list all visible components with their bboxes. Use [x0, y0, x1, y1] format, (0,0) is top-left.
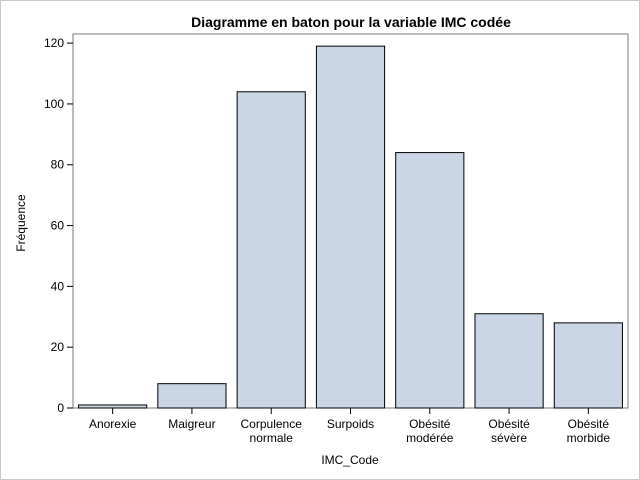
bar	[553, 322, 623, 409]
y-tick-label: 20	[51, 340, 65, 354]
y-axis: 0 20 40 60 80 100 120	[44, 36, 73, 415]
x-tick-label: Maigreur	[168, 417, 215, 431]
y-tick-label: 0	[57, 401, 64, 415]
x-tick-label: Surpoids	[327, 417, 374, 431]
x-tick-label: Corpulence normale	[241, 417, 303, 445]
y-tick-label: 60	[51, 219, 65, 233]
x-axis-label: IMC_Code	[321, 453, 379, 467]
y-tick-label: 120	[44, 36, 64, 50]
bar	[157, 383, 227, 409]
y-axis-label: Fréquence	[14, 194, 28, 252]
chart-title: Diagramme en baton pour la variable IMC …	[191, 14, 511, 30]
y-tick-label: 100	[44, 97, 64, 111]
x-tick-label: Obésité morbide	[567, 417, 611, 445]
bar	[474, 313, 544, 409]
x-tick-label: Anorexie	[89, 417, 137, 431]
bar	[395, 152, 465, 409]
x-tick-label: Obésité sévère	[488, 417, 530, 445]
x-tick-label: Obésité modérée	[406, 417, 454, 445]
x-axis: Anorexie Maigreur Corpulence normale Surpoid…	[89, 408, 610, 445]
y-tick-label: 80	[51, 158, 65, 172]
y-tick-label: 40	[51, 279, 65, 293]
plot-area	[72, 33, 629, 409]
bar	[236, 91, 306, 409]
bar	[78, 404, 148, 409]
bar	[315, 45, 386, 409]
